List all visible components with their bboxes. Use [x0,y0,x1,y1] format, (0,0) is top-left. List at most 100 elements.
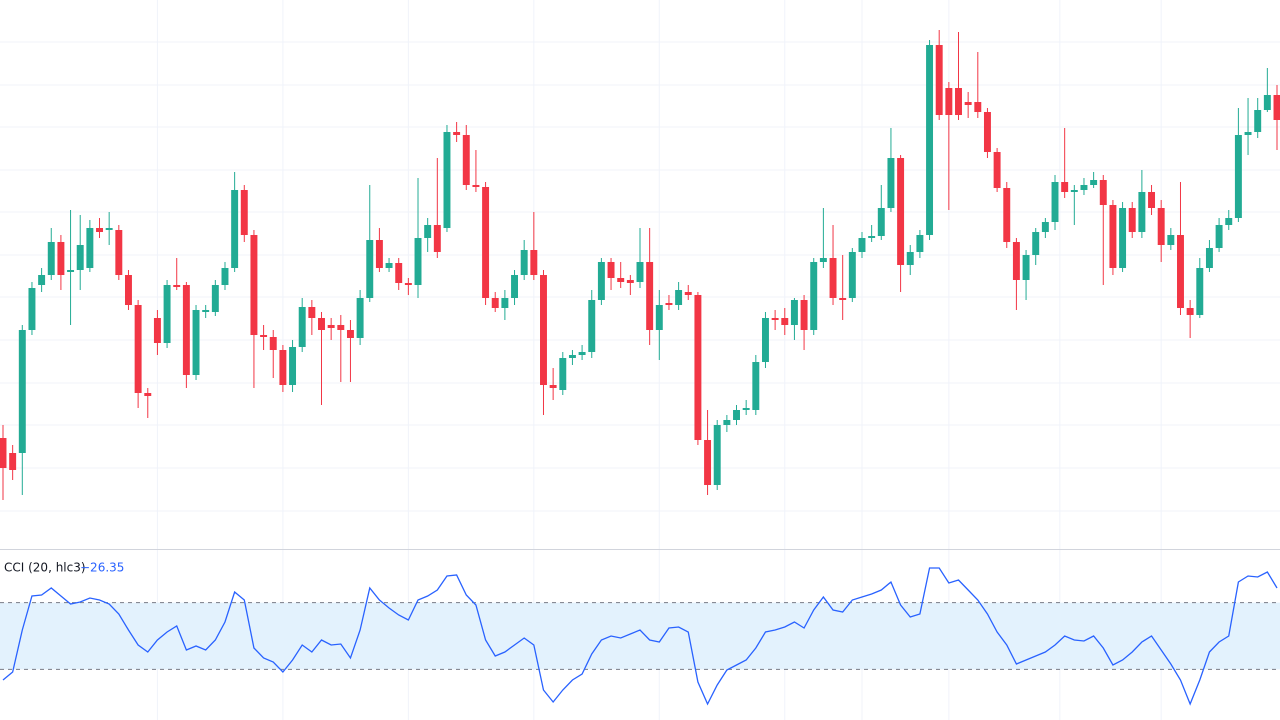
candle-body [1157,208,1165,245]
candle-body [1070,190,1078,192]
candle-body [327,325,335,328]
candle-body [1263,95,1271,110]
candle-body [346,330,354,338]
candle-body [781,318,789,325]
level-band [0,602,1280,670]
candle-body [1138,192,1146,232]
candle-body [404,283,412,285]
candle-body [1215,225,1223,248]
candle-body [800,300,808,330]
candle-body [993,152,1001,188]
candle-body [86,228,94,268]
candle-body [337,325,345,330]
candle-body [665,303,673,305]
candle-body [916,235,924,252]
candle-body [424,225,432,238]
candle-body [675,290,683,305]
candle-body [646,262,654,330]
candle-body [617,278,625,282]
indicator-label: CCI (20, hlc3) [4,561,86,575]
candle-body [1080,185,1088,190]
candle-body [433,225,441,252]
candle-body [607,262,615,278]
candle-body [704,440,712,485]
candle-body [964,102,972,105]
candle-body [260,335,268,337]
candle-body [945,88,953,115]
candle-body [1099,180,1107,205]
cci-line [2,567,1278,706]
candle-body [124,275,132,305]
candle-body [926,45,934,235]
candle-body [549,385,557,388]
candle-body [18,330,26,453]
candle-body [1196,268,1204,315]
candle-body [1012,242,1020,280]
candle-body [733,410,740,420]
candle-body [1119,208,1127,268]
candle-body [482,187,490,298]
candle-body [906,252,914,265]
candle-body [250,235,258,335]
candle-body [848,252,856,298]
candle-body [839,298,847,300]
indicator-value: −26.35 [80,561,124,575]
candle-body [501,298,509,308]
candle-body [540,275,547,385]
candle-body [511,275,519,298]
candle-body [974,102,982,112]
candle-body [829,258,837,298]
candle-body [453,132,461,135]
candle-body [385,263,393,268]
candle-body [1109,205,1117,268]
candle-body [308,307,316,318]
candle-body [134,305,142,393]
candle-body [28,288,36,330]
candle-body [578,352,586,355]
candle-body [588,300,596,352]
candle-body [868,236,876,238]
candle-body [1090,180,1098,185]
candle-body [684,292,692,295]
candle-body [877,208,885,236]
candle-body [771,318,779,320]
candle-body [1148,192,1156,208]
candle-body [472,185,480,187]
candle-body [105,228,113,230]
candle-body [38,275,46,285]
candle-body [192,310,200,375]
candle-body [240,190,248,235]
candle-body [395,263,403,283]
candle-body [96,228,103,232]
candle-body [1041,222,1049,232]
candle-body [1254,110,1262,132]
candle-body [289,347,297,385]
candle-body [935,45,943,115]
candle-body [356,298,364,338]
candle-body [858,238,866,252]
candle-body [897,158,905,265]
candle-body [1051,182,1059,222]
candle-body [1205,248,1213,268]
candle-body [887,158,895,208]
candle-body [144,393,152,396]
candle-body [530,250,538,275]
candle-body [366,240,374,298]
candle-body [1234,135,1242,218]
candle-body [173,285,181,287]
candle-body [279,350,287,385]
candle-body [318,318,325,330]
candle-body [761,318,769,362]
candle-body [269,337,277,350]
candle-body [752,362,760,410]
candle-body [559,358,567,390]
candle-body [414,238,422,285]
candle-body [462,135,470,185]
candle-body [983,112,991,152]
candle-body [202,310,210,312]
candle-body [1003,188,1011,242]
candle-body [67,270,75,272]
candle-body [1273,95,1280,120]
